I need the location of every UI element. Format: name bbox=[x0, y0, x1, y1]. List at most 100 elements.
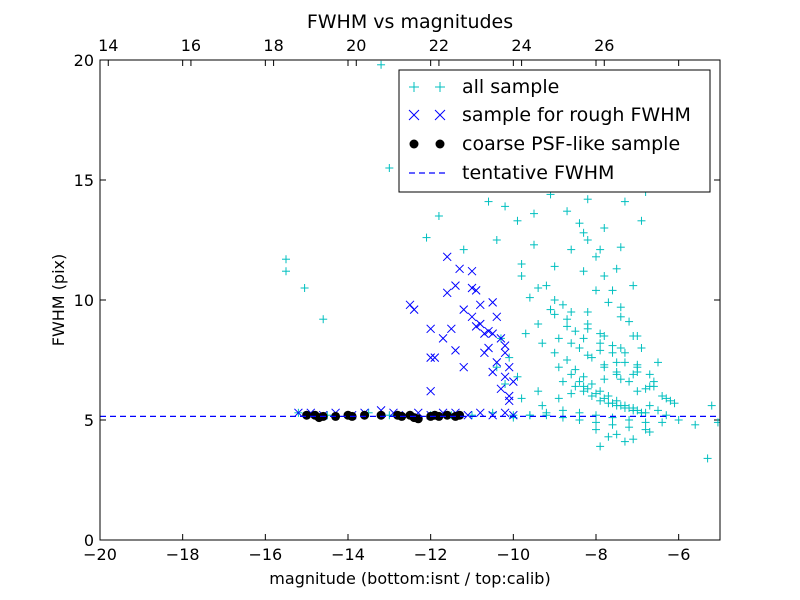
point-all-sample bbox=[575, 344, 584, 352]
point-all-sample bbox=[550, 262, 559, 271]
point-all-sample bbox=[492, 363, 501, 372]
top-tick-label: 22 bbox=[429, 36, 449, 55]
point-all-sample bbox=[620, 437, 629, 446]
point-all-sample bbox=[563, 315, 572, 324]
point-psf-like bbox=[413, 414, 423, 424]
point-all-sample bbox=[583, 320, 592, 328]
point-all-sample bbox=[385, 411, 394, 420]
point-all-sample bbox=[550, 296, 559, 304]
point-all-sample bbox=[592, 389, 600, 398]
point-all-sample bbox=[608, 341, 617, 350]
point-all-sample bbox=[616, 303, 625, 312]
point-rough-fwhm bbox=[500, 348, 510, 358]
point-all-sample bbox=[633, 368, 642, 376]
point-all-sample bbox=[575, 416, 584, 424]
point-rough-fwhm bbox=[488, 410, 498, 420]
point-all-sample bbox=[517, 260, 526, 268]
point-all-sample bbox=[674, 416, 683, 424]
point-rough-fwhm bbox=[484, 326, 493, 336]
point-all-sample bbox=[654, 358, 662, 367]
point-psf-like bbox=[442, 410, 452, 420]
point-all-sample bbox=[641, 418, 650, 427]
point-all-sample bbox=[600, 375, 609, 384]
y-axis-label: FWHM (pix) bbox=[49, 254, 68, 347]
y-tick-label: 15 bbox=[74, 171, 94, 190]
point-rough-fwhm bbox=[475, 300, 485, 310]
top-tick-label: 24 bbox=[511, 36, 531, 55]
point-all-sample bbox=[625, 416, 634, 424]
point-rough-fwhm bbox=[500, 408, 510, 418]
legend: all sample sample for rough FWHM coarse … bbox=[398, 69, 711, 193]
point-all-sample bbox=[625, 317, 634, 326]
point-all-sample bbox=[604, 298, 613, 307]
point-all-sample bbox=[521, 329, 530, 338]
point-all-sample bbox=[579, 372, 588, 381]
series-all-sample bbox=[282, 60, 720, 463]
point-all-sample bbox=[282, 255, 290, 264]
point-rough-fwhm bbox=[442, 252, 452, 262]
point-all-sample bbox=[571, 382, 580, 391]
point-all-sample bbox=[645, 428, 654, 436]
point-all-sample bbox=[612, 368, 621, 376]
y-tick-label: 10 bbox=[74, 291, 94, 310]
point-all-sample bbox=[550, 310, 559, 319]
point-psf-like bbox=[302, 410, 312, 420]
point-all-sample bbox=[645, 370, 654, 379]
point-all-sample bbox=[620, 348, 629, 357]
point-all-sample bbox=[592, 425, 600, 434]
point-all-sample bbox=[492, 236, 501, 244]
point-rough-fwhm bbox=[508, 377, 518, 386]
point-rough-fwhm bbox=[426, 324, 436, 334]
point-rough-fwhm bbox=[455, 264, 464, 274]
x-tick-label: −6 bbox=[667, 545, 691, 564]
point-all-sample bbox=[604, 432, 613, 441]
point-all-sample bbox=[596, 339, 605, 348]
point-all-sample bbox=[608, 348, 617, 357]
point-all-sample bbox=[662, 394, 671, 403]
series-psf-like bbox=[302, 410, 465, 424]
point-all-sample bbox=[600, 272, 609, 280]
point-all-sample bbox=[558, 377, 567, 386]
point-all-sample bbox=[616, 312, 625, 321]
point-rough-fwhm bbox=[508, 410, 518, 420]
point-rough-fwhm bbox=[442, 288, 452, 298]
point-all-sample bbox=[579, 228, 588, 237]
legend-label-psf-like: coarse PSF-like sample bbox=[462, 133, 680, 155]
point-all-sample bbox=[567, 370, 576, 379]
plot-area bbox=[100, 60, 720, 463]
point-all-sample bbox=[616, 375, 625, 384]
point-all-sample bbox=[558, 406, 567, 415]
point-all-sample bbox=[600, 332, 609, 340]
point-all-sample bbox=[608, 286, 617, 295]
point-all-sample bbox=[612, 264, 621, 273]
y-tick-label: 0 bbox=[84, 531, 94, 550]
point-all-sample bbox=[629, 281, 638, 290]
point-rough-fwhm bbox=[480, 348, 489, 358]
point-all-sample bbox=[587, 380, 596, 388]
point-all-sample bbox=[592, 286, 600, 295]
point-rough-fwhm bbox=[488, 367, 498, 377]
point-all-sample bbox=[645, 401, 654, 410]
point-all-sample bbox=[525, 411, 534, 420]
point-all-sample bbox=[571, 327, 580, 336]
point-all-sample bbox=[385, 164, 394, 172]
point-all-sample bbox=[583, 384, 592, 393]
point-all-sample bbox=[703, 454, 712, 463]
point-all-sample bbox=[542, 411, 551, 420]
point-all-sample bbox=[641, 425, 650, 434]
point-rough-fwhm bbox=[475, 319, 485, 329]
point-all-sample bbox=[592, 252, 600, 261]
point-all-sample bbox=[641, 384, 650, 393]
point-rough-fwhm bbox=[496, 334, 506, 343]
point-all-sample bbox=[546, 305, 555, 314]
point-all-sample bbox=[600, 363, 609, 372]
chart-title: FWHM vs magnitudes bbox=[307, 11, 513, 33]
point-all-sample bbox=[707, 401, 716, 410]
point-all-sample bbox=[637, 408, 646, 417]
point-all-sample bbox=[422, 233, 431, 242]
point-all-sample bbox=[662, 411, 671, 420]
point-all-sample bbox=[616, 243, 625, 252]
point-all-sample bbox=[654, 406, 662, 415]
point-all-sample bbox=[592, 418, 600, 427]
point-rough-fwhm bbox=[446, 324, 456, 334]
